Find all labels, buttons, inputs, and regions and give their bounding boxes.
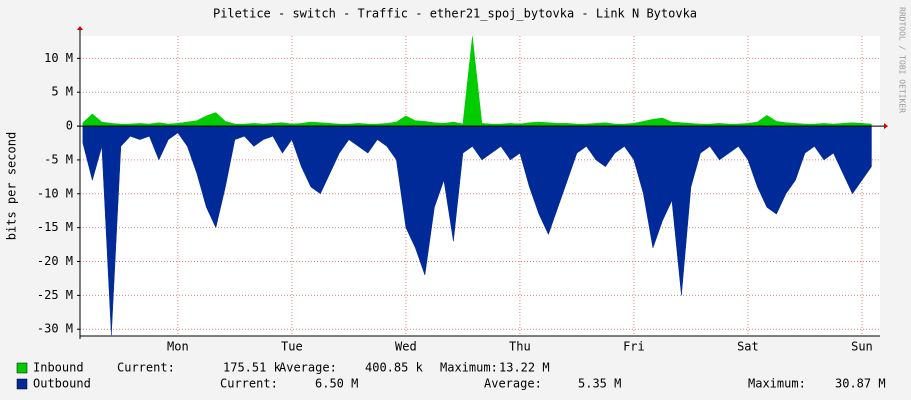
legend-swatch xyxy=(16,378,28,390)
y-axis-label: bits per second xyxy=(5,132,19,240)
legend-stat-value: 13.22 M xyxy=(499,361,550,375)
legend-stat-value: 6.50 M xyxy=(315,377,358,391)
y-tick-label: 0 xyxy=(66,119,73,133)
legend-stat-value: 175.51 k xyxy=(223,361,282,375)
legend-swatch xyxy=(16,362,28,374)
y-tick-label: -30 M xyxy=(37,322,73,336)
y-tick-label: 5 M xyxy=(51,85,73,99)
axis-arrow xyxy=(77,26,83,30)
y-tick-label: 10 M xyxy=(44,51,73,65)
y-tick-label: -10 M xyxy=(37,186,73,200)
y-tick-label: -20 M xyxy=(37,254,73,268)
x-tick-label: Wed xyxy=(395,340,417,354)
legend-stat-value: 400.85 k xyxy=(365,361,424,375)
x-tick-label: Fri xyxy=(623,340,645,354)
legend-label: Inbound xyxy=(33,361,84,375)
x-tick-label: Mon xyxy=(167,340,189,354)
legend-stat-label: Maximum: xyxy=(440,361,498,375)
legend-stat-label: Current: xyxy=(117,361,175,375)
area-1 xyxy=(82,125,872,336)
y-tick-label: -5 M xyxy=(44,152,73,166)
legend-stat-label: Average: xyxy=(484,377,542,391)
watermark: RRDTOOL / TOBI OETIKER xyxy=(898,7,907,113)
x-tick-label: Tue xyxy=(281,340,303,354)
y-tick-label: -25 M xyxy=(37,288,73,302)
legend-stat-value: 30.87 M xyxy=(835,377,886,391)
legend-label: Outbound xyxy=(33,377,91,391)
legend-stat-label: Current: xyxy=(220,377,278,391)
x-tick-label: Sat xyxy=(737,340,759,354)
axis-arrow xyxy=(884,123,888,130)
area-0 xyxy=(82,36,872,127)
chart-title: Piletice - switch - Traffic - ether21_sp… xyxy=(213,7,697,21)
x-tick-label: Sun xyxy=(851,340,873,354)
legend-stat-label: Average: xyxy=(279,361,337,375)
legend-stat-value: 5.35 M xyxy=(578,377,621,391)
legend-stat-label: Maximum: xyxy=(748,377,806,391)
y-tick-label: -15 M xyxy=(37,220,73,234)
x-tick-label: Thu xyxy=(509,340,531,354)
